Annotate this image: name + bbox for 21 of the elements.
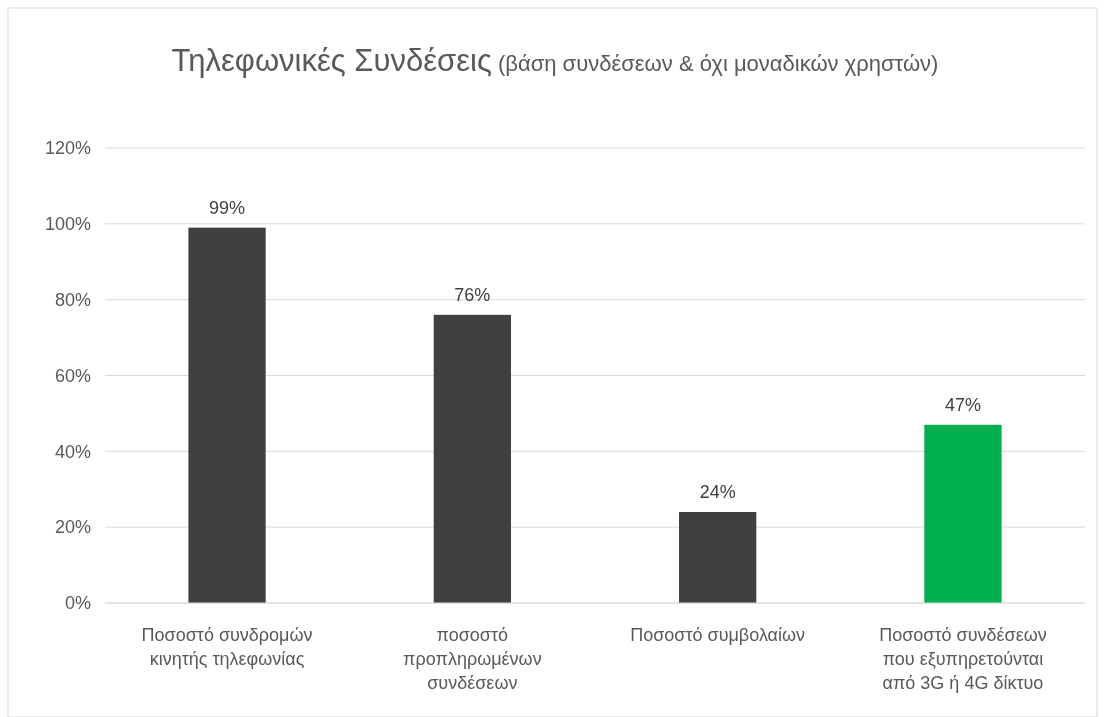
data-label: 47% — [944, 394, 981, 415]
data-label: 24% — [699, 482, 736, 502]
y-tick-label: 100% — [44, 214, 91, 235]
y-tick-label: 0% — [64, 593, 91, 614]
chart-title: Τηλεφωνικές Συνδέσεις — [171, 43, 492, 78]
x-tick-label: Ποσοστό συμβολαίων — [630, 625, 806, 645]
x-tick-label: Ποσοστό συνδέσεων που εξυπηρετούνται από 3G ή 4G δίκτυο — [879, 625, 1047, 693]
bar — [433, 314, 511, 603]
y-tick-label: 20% — [54, 517, 91, 538]
y-tick-label: 120% — [44, 138, 91, 159]
data-label: 99% — [209, 197, 246, 218]
x-tick-label: ποσοστό προπληρωμένων συνδέσεων — [403, 625, 542, 693]
bar — [924, 424, 1002, 603]
bar — [188, 227, 266, 603]
bar — [679, 512, 757, 603]
chart-subtitle: (βάση συνδέσεων & όχι μοναδικών χρηστών) — [496, 51, 939, 76]
y-tick-label: 40% — [54, 441, 91, 462]
y-tick-label: 80% — [54, 289, 91, 310]
x-tick-label: Ποσοστό συνδρομών κινητής τηλεφωνίας — [141, 625, 313, 669]
data-label: 76% — [454, 284, 491, 305]
y-tick-label: 60% — [54, 365, 91, 386]
